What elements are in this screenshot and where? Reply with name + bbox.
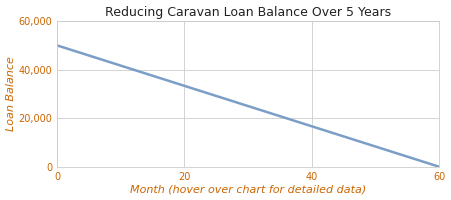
Y-axis label: Loan Balance: Loan Balance (5, 57, 15, 131)
Title: Reducing Caravan Loan Balance Over 5 Years: Reducing Caravan Loan Balance Over 5 Yea… (105, 6, 391, 19)
X-axis label: Month (hover over chart for detailed data): Month (hover over chart for detailed dat… (130, 184, 366, 194)
